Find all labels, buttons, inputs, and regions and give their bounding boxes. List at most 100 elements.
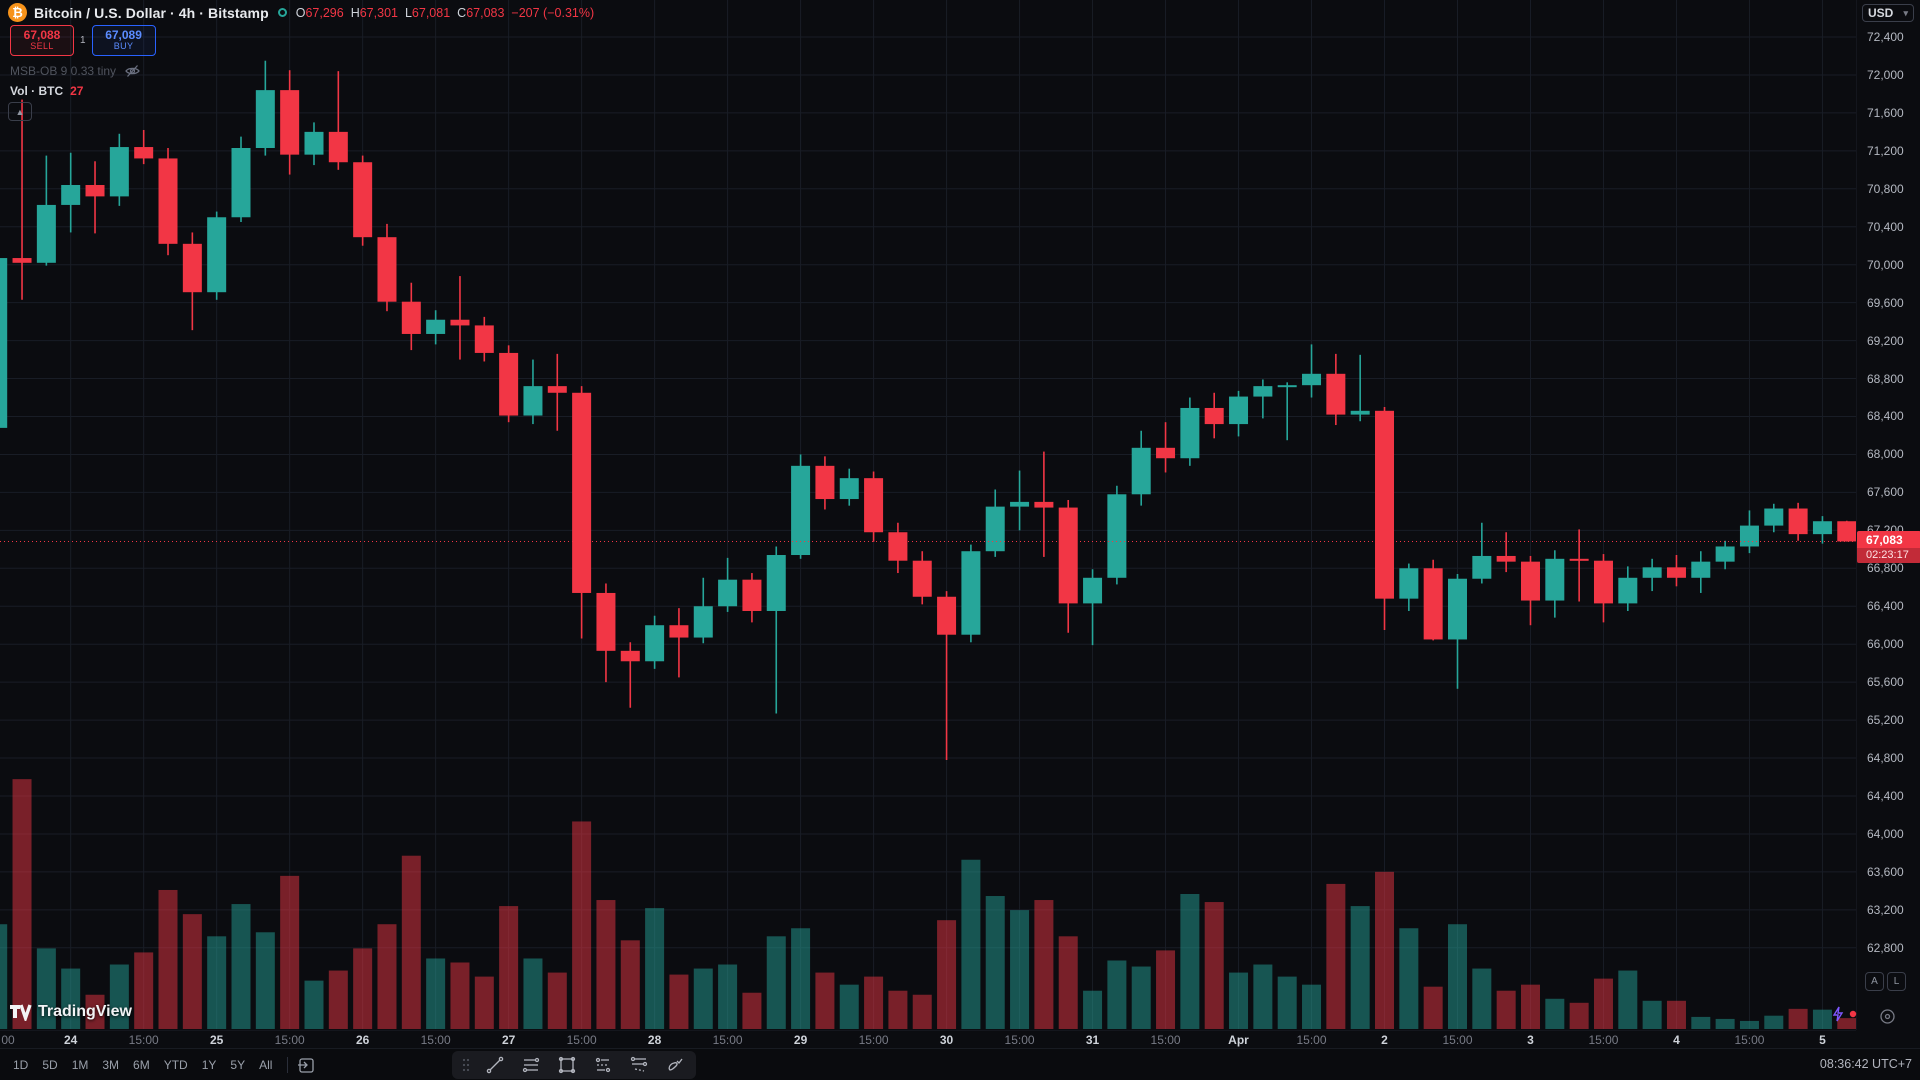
visibility-off-icon[interactable] [124,64,141,78]
volume-bar [645,908,665,1029]
range-button-5y[interactable]: 5Y [230,1058,246,1072]
price-axis-label: 66,800 [1867,561,1904,576]
volume-bar [36,948,56,1029]
horizontal-lines-tool-icon[interactable] [520,1054,542,1076]
volume-bar [450,962,470,1029]
sell-price: 67,088 [23,28,61,43]
candle-body [985,506,1005,552]
trend-line-tool-icon[interactable] [484,1054,506,1076]
range-button-3m[interactable]: 3M [102,1058,120,1072]
volume-bar [1131,966,1151,1029]
chart-canvas[interactable] [0,0,1856,1030]
time-axis-label: 25 [209,1033,224,1047]
candle-body [912,560,932,597]
candle-body [1131,447,1151,495]
time-axis-label: 15:00 [1442,1033,1473,1047]
volume-bar [693,968,713,1029]
range-button-ytd[interactable]: YTD [163,1058,188,1072]
candle-body [766,555,786,611]
price-axis[interactable]: USD ▾ 72,400 72,000 71,600 71,200 70,800 70,4… [1856,0,1920,1030]
candle-body [12,258,32,263]
volume-indicator-row: Vol · BTC 27 [10,84,83,98]
candle-body [85,185,105,197]
volume-bar [1788,1008,1808,1029]
range-button-1y[interactable]: 1Y [201,1058,217,1072]
indicator-label[interactable]: MSB-OB 9 0.33 tiny [10,64,117,78]
volume-bar [864,976,884,1029]
range-button-5d[interactable]: 5D [42,1058,58,1072]
price-axis-label: 65,600 [1867,675,1904,690]
volume-bar [1593,978,1613,1029]
range-button-1d[interactable]: 1D [13,1058,29,1072]
price-axis-label: 70,800 [1867,181,1904,196]
price-axis-label: 68,400 [1867,409,1904,424]
candle-body [693,606,713,638]
time-axis-label: 15:00 [128,1033,159,1047]
price-axis-label: 71,600 [1867,105,1904,120]
scale-settings-icon[interactable] [1879,1008,1896,1025]
candle-body [1472,555,1492,579]
candle-body [1083,577,1103,604]
time-axis-label: 2 [1381,1033,1388,1047]
candle-body [499,352,519,416]
range-button-all[interactable]: All [259,1058,273,1072]
record-badge-icon[interactable] [1848,1009,1858,1019]
volume-bar [1764,1015,1784,1029]
drag-handle[interactable] [462,1058,470,1072]
candle-body [1302,373,1322,386]
ohlc-readout: O67,296 H67,301 L67,081 C67,083 −207 (−0… [296,6,594,20]
date-range-buttons: 1D 5D 1M 3M 6M YTD 1Y 5Y All [6,1049,316,1080]
volume-bar [961,859,981,1029]
volume-bar [499,906,519,1029]
volume-label[interactable]: Vol · BTC [10,84,64,98]
buy-button[interactable]: 67,089 BUY [91,25,156,56]
volume-value: 27 [70,84,84,98]
brush-tool-icon[interactable] [664,1054,686,1076]
candle-body [1399,568,1419,599]
collapse-pane-button[interactable]: ▲ [8,102,32,121]
price-axis-label: 71,200 [1867,143,1904,158]
sell-button[interactable]: 67,088 SELL [10,25,74,56]
candle-body [158,158,178,244]
price-axis-label: 63,200 [1867,902,1904,917]
price-axis-label: 68,000 [1867,447,1904,462]
log-scale-button[interactable]: L [1887,972,1906,991]
auto-scale-button[interactable]: A [1865,972,1884,991]
candle-body [1326,373,1346,415]
candle-body [1739,525,1759,547]
parallel-channel-tool-icon[interactable] [628,1054,650,1076]
clock[interactable]: 08:36:42 UTC+7 [1819,1057,1912,1071]
time-axis-label: 15:00 [420,1033,451,1047]
bitcoin-logo-icon: ₿ [8,3,27,22]
go-to-date-button[interactable] [296,1055,316,1075]
candle-body [1764,508,1784,526]
time-axis-label: 3 [1527,1033,1534,1047]
fib-retracement-tool-icon[interactable] [592,1054,614,1076]
volume-bar [718,964,738,1029]
volume-bar [85,994,105,1029]
flash-badge-icon[interactable] [1830,1006,1846,1022]
range-button-1m[interactable]: 1M [71,1058,89,1072]
symbol-title[interactable]: Bitcoin / U.S. Dollar · 4h · Bitstamp [34,4,269,21]
candle-body [1204,407,1224,425]
price-axis-label: 62,800 [1867,940,1904,955]
volume-bar [0,924,8,1029]
sell-label: SELL [30,41,54,52]
candle-body [937,596,957,635]
volume-bar [1302,984,1322,1029]
price-axis-label: 69,200 [1867,333,1904,348]
currency-selector[interactable]: USD ▾ [1862,4,1914,22]
volume-bar [572,821,592,1029]
range-button-6m[interactable]: 6M [133,1058,150,1072]
candle-body [961,551,981,635]
volume-bar [1520,984,1540,1029]
volume-bar [1448,924,1467,1029]
candle-body [1448,578,1467,640]
rectangle-tool-icon[interactable] [556,1054,578,1076]
toolbar-divider [287,1057,289,1073]
candle-body [791,465,811,556]
volume-bar [1812,1009,1832,1029]
time-axis-label: 00 [1,1033,15,1047]
volume-bar [182,914,202,1029]
time-axis[interactable]: 00 24 15:00 25 15:00 26 15:00 27 15:00 28 15:00 29 1… [0,1030,1856,1049]
